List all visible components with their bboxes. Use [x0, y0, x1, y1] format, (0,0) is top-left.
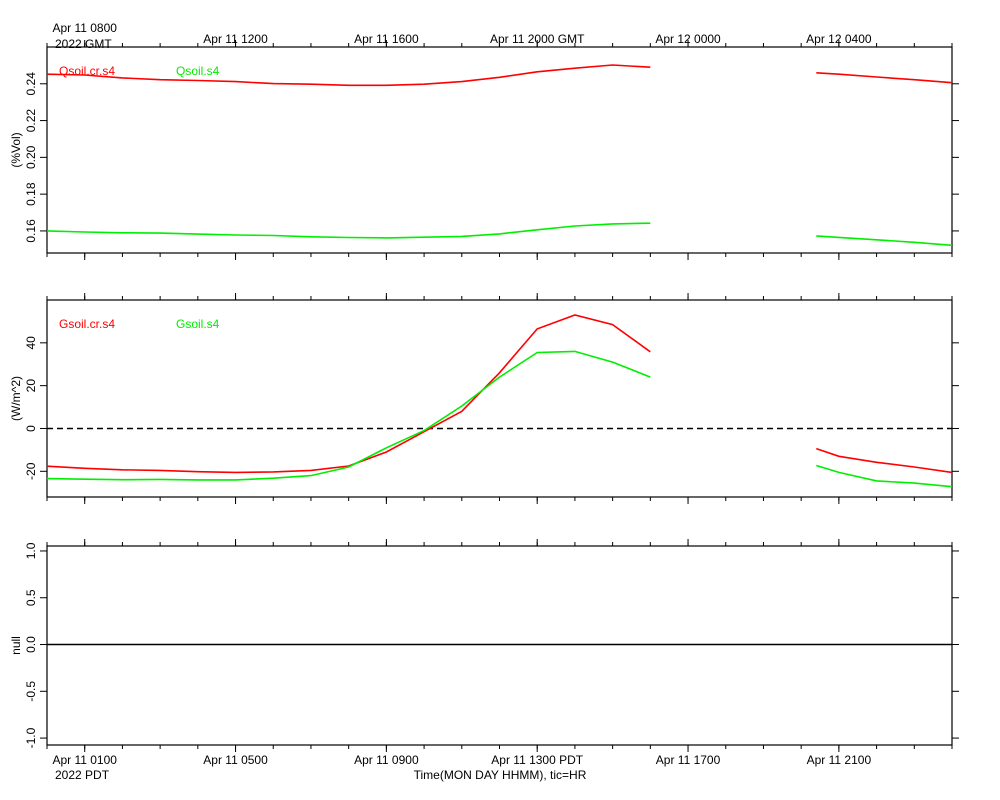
- series-line: [46, 314, 953, 474]
- series-line: [46, 350, 953, 488]
- x2-tick-label: Apr 11 1200: [203, 32, 268, 46]
- y-tick-label: 40: [24, 336, 38, 350]
- x2-tick-label: Apr 12 0400: [806, 32, 872, 46]
- x2-tick-label: Apr 12 0000: [655, 32, 721, 46]
- y-tick-label: -0.5: [24, 681, 38, 702]
- y-tick-label: 0.0: [24, 636, 38, 653]
- legend-label: Qsoil.s4: [176, 64, 220, 78]
- x-sublabel: 2022 PDT: [55, 768, 110, 782]
- y-tick-label: -1.0: [24, 727, 38, 748]
- y-tick-label: 0.22: [24, 109, 38, 133]
- x2-sublabel: 2022 GMT: [55, 37, 112, 51]
- legend-label: Gsoil.s4: [176, 317, 220, 331]
- y-tick-label: 0.5: [24, 589, 38, 606]
- x-tick-label: Apr 11 0100: [52, 753, 117, 767]
- y-tick-label: 0.20: [24, 145, 38, 169]
- y-tick-label: -20: [24, 462, 38, 480]
- y-tick-label: 20: [24, 379, 38, 393]
- y-axis-label: (%Vol): [9, 132, 23, 167]
- x2-tick-label: Apr 11 0800: [52, 21, 117, 35]
- series-line: [46, 64, 953, 87]
- y-axis-label: (W/m^2): [9, 376, 23, 421]
- x-tick-label: Apr 11 0900: [354, 753, 419, 767]
- panel-frame: [46, 545, 953, 746]
- y-tick-label: 1.0: [24, 542, 38, 559]
- y-tick-label: 0.18: [24, 182, 38, 206]
- x2-tick-label: Apr 11 1600: [354, 32, 419, 46]
- x-tick-label: Apr 11 0500: [203, 753, 268, 767]
- x2-tick-label: Apr 11 2000 GMT: [490, 32, 585, 46]
- legend-label: Gsoil.cr.s4: [59, 317, 115, 331]
- x-tick-label: Apr 11 1700: [656, 753, 721, 767]
- y-tick-label: 0.24: [24, 72, 38, 96]
- series-line: [46, 222, 953, 247]
- x-tick-label: Apr 11 2100: [807, 753, 872, 767]
- legend-label: Qsoil.cr.s4: [59, 64, 115, 78]
- y-tick-label: 0.16: [24, 219, 38, 243]
- x-tick-label: Apr 11 1300 PDT: [491, 753, 583, 767]
- y-axis-label: null: [9, 636, 23, 655]
- y-tick-label: 0: [24, 425, 38, 432]
- x-axis-label: Time(MON DAY HHMM), tic=HR: [414, 768, 587, 782]
